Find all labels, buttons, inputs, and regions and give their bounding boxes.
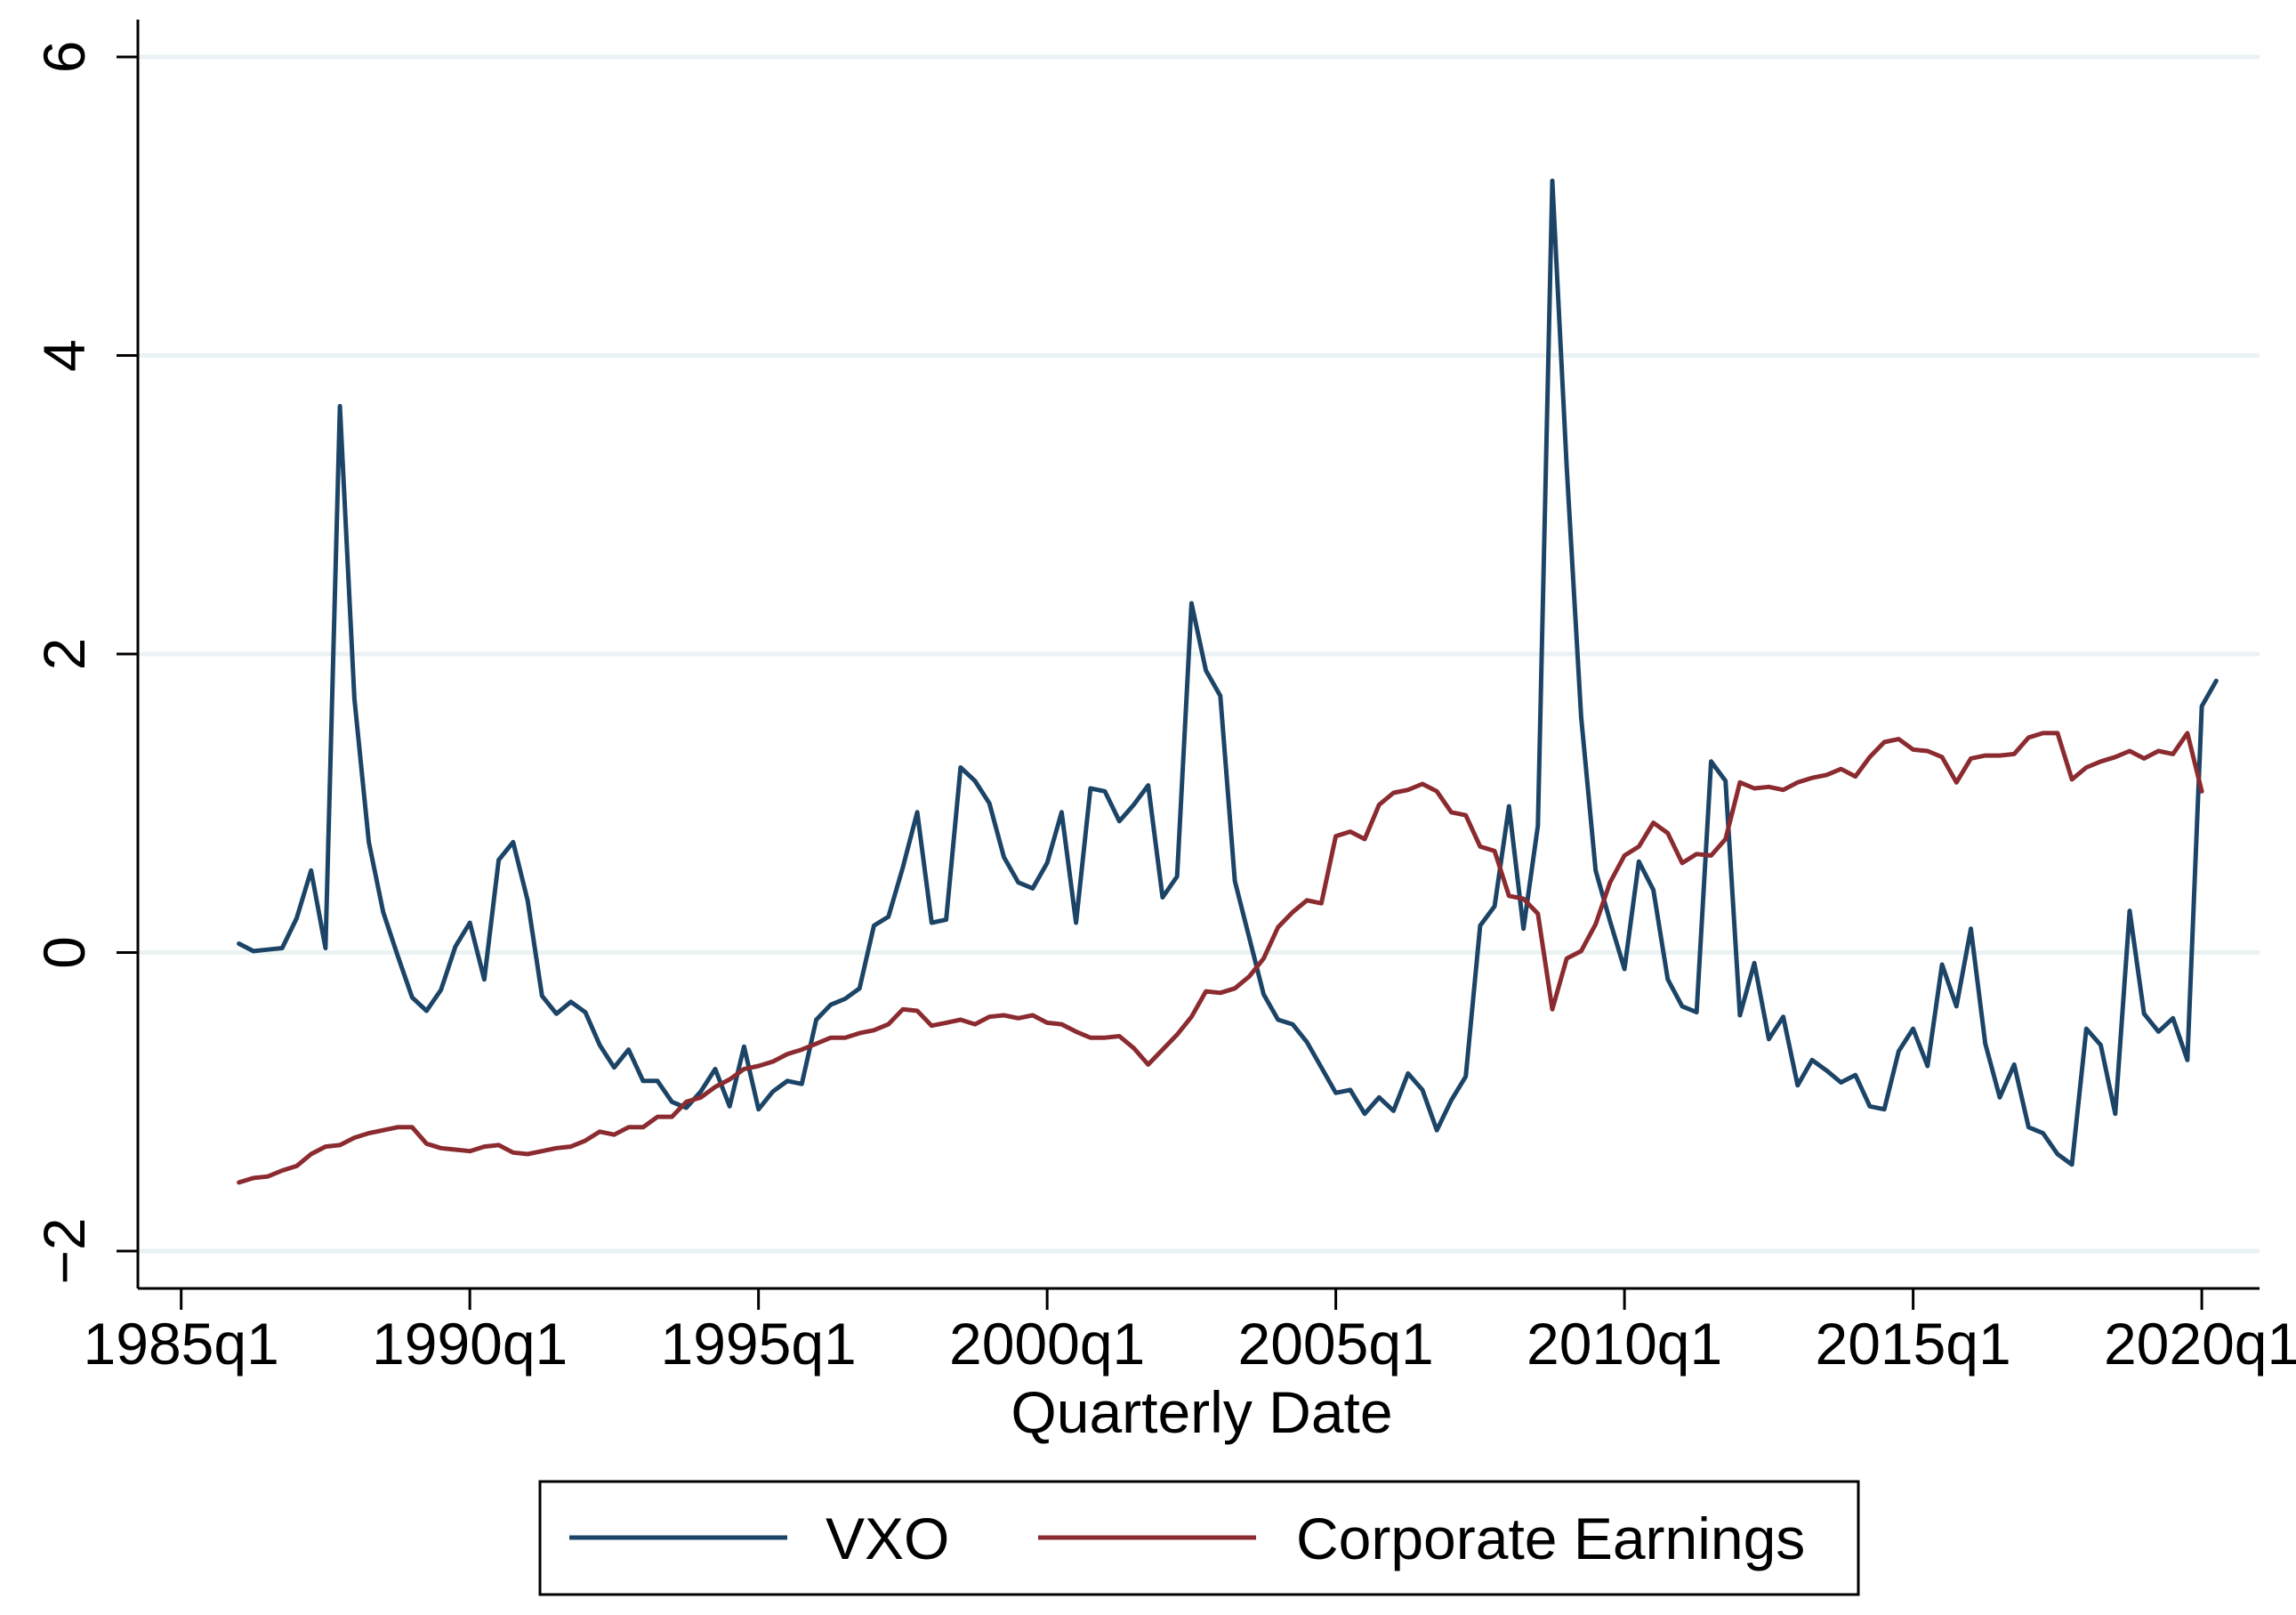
x-tick-label: 2015q1 (1815, 1311, 2010, 1377)
legend: VXO Corporate Earnings (538, 1480, 1860, 1596)
x-tick-label: 1995q1 (661, 1311, 857, 1377)
y-tick-label: 4 (31, 339, 97, 372)
x-tick-label: 2005q1 (1238, 1311, 1434, 1377)
legend-label-corporate-earnings: Corporate Earnings (1296, 1506, 1805, 1571)
x-axis-title: Quarterly Date (1011, 1379, 1392, 1445)
x-tick-label: 2020q1 (2104, 1311, 2296, 1377)
ticks-layer: −2 0 2 4 6 1985q1 1990q1 1995q1 2000q1 2005q1 2010… (31, 41, 2296, 1377)
grid-layer (138, 54, 2260, 1254)
series-layer (237, 178, 2219, 1185)
x-tick-label: 2000q1 (949, 1311, 1145, 1377)
y-tick-label: 6 (31, 41, 97, 74)
y-tick-label: 2 (31, 638, 97, 671)
legend-label-vxo: VXO (826, 1506, 949, 1571)
y-tick-label: 0 (31, 936, 97, 969)
series-line-vxo (237, 178, 2219, 1167)
x-tick-label: 1985q1 (84, 1311, 279, 1377)
y-tick-label: −2 (31, 1217, 97, 1284)
series-line-corporate-earnings (237, 731, 2204, 1185)
x-tick-label: 1990q1 (372, 1311, 568, 1377)
x-tick-label: 2010q1 (1527, 1311, 1722, 1377)
